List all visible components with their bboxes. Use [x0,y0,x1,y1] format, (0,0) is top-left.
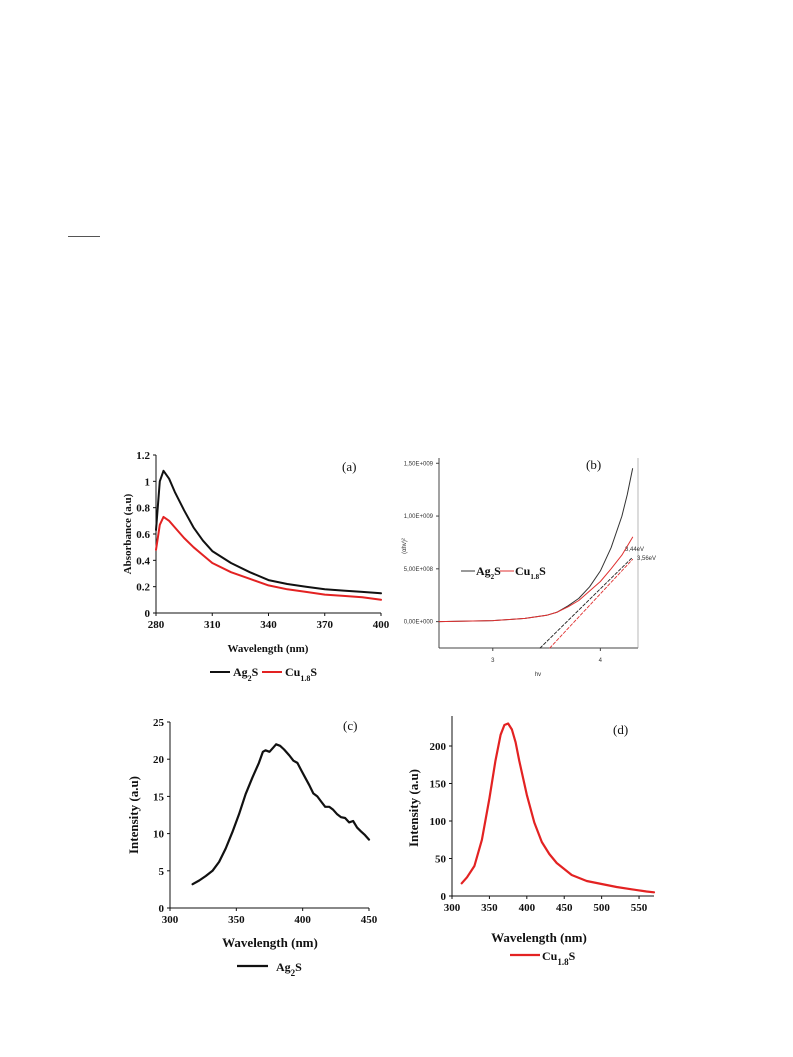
panel-label-b: (b) [586,457,601,472]
y-tick-label: 0.6 [136,529,150,541]
chart-d-ylabel: Intensity (a.u) [406,769,421,847]
y-tick-label: 200 [430,741,447,753]
series-line-ag2s-fit [539,556,634,649]
x-tick-label: 500 [593,902,610,914]
y-tick-label: 10 [153,829,165,841]
series-line-ag2s [191,743,371,886]
x-tick-label: 350 [481,902,498,914]
annotation-356ev: 3,56eV [637,556,656,562]
legend-b-label-ag2s: Ag2S [476,564,501,581]
y-tick-label: 1.2 [136,450,150,462]
panel-label-d: (d) [613,722,628,737]
y-tick-label: 150 [430,779,447,791]
chart-b-legend: Ag2S Cu1.8S [461,564,546,581]
x-tick-label: 310 [204,619,221,631]
x-tick-label: 4 [599,658,603,664]
chart-d-legend: Cu1.8S [510,949,576,967]
y-tick-label: 1,50E+009 [404,461,434,467]
y-tick-label: 0,00E+000 [404,620,434,626]
chart-a-plot: 280 310 340 370 400 0 0.2 0.4 0.6 0.8 1 1.2 [136,450,390,631]
x-tick-label: 280 [148,619,165,631]
y-tick-label: 0.4 [136,555,150,567]
x-tick-label: 300 [162,914,179,926]
chart-a-xlabel: Wavelength (nm) [228,643,309,655]
chart-a-ylabel: Absorbance (a.u) [122,493,134,574]
x-tick-label: 350 [228,914,245,926]
y-tick-label: 20 [153,754,165,766]
panel-label-a: (a) [342,459,356,474]
y-tick-label: 0 [145,608,151,620]
series-line-cu1-8s [460,722,656,894]
y-tick-label: 0.8 [136,503,150,515]
x-tick-label: 450 [556,902,573,914]
y-tick-label: 0 [441,891,447,903]
x-tick-label: 400 [294,914,311,926]
series-line-cu1-8s-fit [549,558,634,649]
y-tick-label: 50 [435,854,447,866]
chart-b-ylabel: (αhv)² [402,538,408,554]
chart-b-plot: 3 4 0,00E+000 5,00E+008 1,00E+009 1,50E+009 [404,458,639,664]
x-tick-label: 370 [317,619,334,631]
y-tick-label: 0.2 [136,582,150,594]
panel-label-c: (c) [343,718,357,733]
chart-d-xlabel: Wavelength (nm) [491,930,587,945]
chart-d-plot: 300 350 400 450 500 550 0 50 100 150 200 [430,716,656,914]
header-rule [68,236,100,237]
x-tick-label: 400 [519,902,536,914]
x-tick-label: 3 [491,658,495,664]
series-line-cu1-8s [155,515,382,601]
chart-c-plot: 300 350 400 450 0 5 10 15 20 25 [153,717,378,926]
x-tick-label: 300 [444,902,461,914]
legend-a-label-ag2s: Ag2S [233,665,259,683]
legend-c-label-ag2s: Ag2S [276,960,302,978]
chart-c-legend: Ag2S [237,960,302,978]
y-tick-label: 100 [430,816,447,828]
series-line-ag2s [155,469,382,595]
y-tick-label: 15 [153,791,165,803]
y-tick-label: 25 [153,717,165,729]
y-tick-label: 5,00E+008 [404,567,434,573]
annotation-344ev: 3,44eV [625,547,644,553]
series-line-cu1-8s [438,536,634,623]
y-tick-label: 1,00E+009 [404,514,434,520]
y-tick-label: 1 [145,476,151,488]
chart-c-xlabel: Wavelength (nm) [222,935,318,950]
x-tick-label: 400 [373,619,390,631]
y-tick-label: 0 [159,903,165,915]
x-tick-label: 550 [631,902,648,914]
legend-d-label-cu18s: Cu1.8S [542,949,576,967]
chart-b-xlabel: hv [535,672,541,678]
y-tick-label: 5 [159,866,165,878]
legend-b-label-cu18s: Cu1.8S [515,564,546,581]
chart-c-ylabel: Intensity (a.u) [126,776,141,854]
x-tick-label: 450 [361,914,378,926]
x-tick-label: 340 [260,619,277,631]
